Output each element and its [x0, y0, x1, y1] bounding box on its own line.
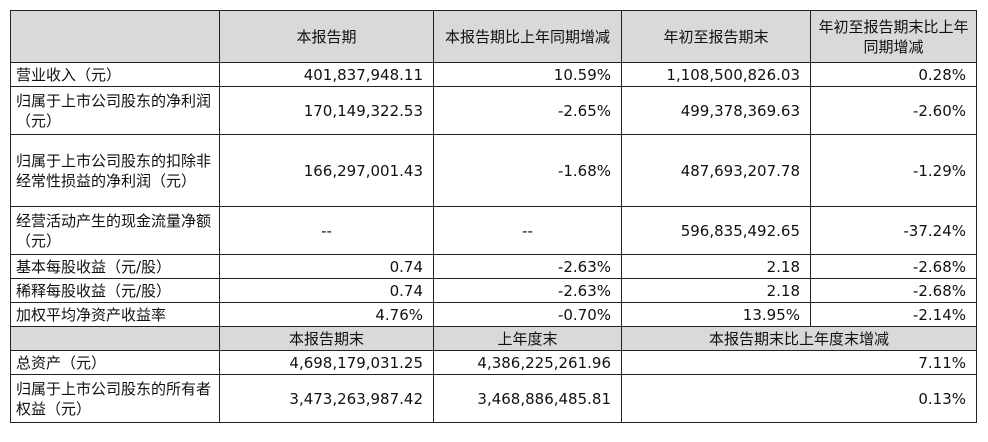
- cell-value: 0.74: [219, 278, 434, 303]
- row-label: 稀释每股收益（元/股）: [10, 278, 220, 303]
- cell-value: 0.28%: [810, 62, 977, 87]
- row-label: 经营活动产生的现金流量净额（元）: [10, 206, 220, 255]
- cell-value: 170,149,322.53: [219, 86, 434, 135]
- cell-value: 487,693,207.78: [621, 134, 811, 207]
- table-subheader-row: 本报告期末 上年度末 本报告期末比上年度末增减: [10, 326, 977, 351]
- cell-value: 2.18: [621, 254, 811, 279]
- cell-value: 1,108,500,826.03: [621, 62, 811, 87]
- cell-value: 3,473,263,987.42: [219, 374, 434, 423]
- row-label: 归属于上市公司股东的所有者权益（元）: [10, 374, 220, 423]
- cell-value: 10.59%: [433, 62, 622, 87]
- cell-value: -37.24%: [810, 206, 977, 255]
- cell-value: -2.63%: [433, 278, 622, 303]
- header-current-period-yoy: 本报告期比上年同期增减: [433, 10, 622, 63]
- header-blank-cell: [10, 10, 220, 63]
- cell-value: -1.68%: [433, 134, 622, 207]
- cell-value: 499,378,369.63: [621, 86, 811, 135]
- row-label: 营业收入（元）: [10, 62, 220, 87]
- cell-value: -0.70%: [433, 302, 622, 327]
- header-ytd: 年初至报告期末: [621, 10, 811, 63]
- cell-value: --: [433, 206, 622, 255]
- cell-value: -2.65%: [433, 86, 622, 135]
- cell-value: 4,386,225,261.96: [433, 350, 622, 375]
- cell-value: 0.74: [219, 254, 434, 279]
- cell-value: 4.76%: [219, 302, 434, 327]
- cell-value: 0.13%: [621, 374, 977, 423]
- cell-value: 4,698,179,031.25: [219, 350, 434, 375]
- cell-value: 3,468,886,485.81: [433, 374, 622, 423]
- cell-value: 7.11%: [621, 350, 977, 375]
- table-row: 基本每股收益（元/股） 0.74 -2.63% 2.18 -2.68%: [10, 254, 977, 279]
- cell-value: 401,837,948.11: [219, 62, 434, 87]
- cell-value: 13.95%: [621, 302, 811, 327]
- cell-value: -2.63%: [433, 254, 622, 279]
- header-ytd-yoy: 年初至报告期末比上年同期增减: [810, 10, 977, 63]
- cell-value: 166,297,001.43: [219, 134, 434, 207]
- subheader-blank-cell: [10, 326, 220, 351]
- table-row: 加权平均净资产收益率 4.76% -0.70% 13.95% -2.14%: [10, 302, 977, 327]
- cell-value: -2.68%: [810, 254, 977, 279]
- table-row: 归属于上市公司股东的扣除非经常性损益的净利润（元） 166,297,001.43…: [10, 134, 977, 207]
- cell-value: 2.18: [621, 278, 811, 303]
- row-label: 总资产（元）: [10, 350, 220, 375]
- row-label: 归属于上市公司股东的扣除非经常性损益的净利润（元）: [10, 134, 220, 207]
- cell-value: -2.68%: [810, 278, 977, 303]
- subheader-prior-year-end: 上年度末: [433, 326, 622, 351]
- table-row: 归属于上市公司股东的净利润（元） 170,149,322.53 -2.65% 4…: [10, 86, 977, 135]
- financial-summary-table: 本报告期 本报告期比上年同期增减 年初至报告期末 年初至报告期末比上年同期增减 …: [10, 10, 977, 423]
- cell-value: -1.29%: [810, 134, 977, 207]
- table-row: 稀释每股收益（元/股） 0.74 -2.63% 2.18 -2.68%: [10, 278, 977, 303]
- table-row: 营业收入（元） 401,837,948.11 10.59% 1,108,500,…: [10, 62, 977, 87]
- table-row: 总资产（元） 4,698,179,031.25 4,386,225,261.96…: [10, 350, 977, 375]
- row-label: 加权平均净资产收益率: [10, 302, 220, 327]
- table-header-row: 本报告期 本报告期比上年同期增减 年初至报告期末 年初至报告期末比上年同期增减: [10, 10, 977, 63]
- subheader-change: 本报告期末比上年度末增减: [621, 326, 977, 351]
- cell-value: -2.60%: [810, 86, 977, 135]
- table-row: 经营活动产生的现金流量净额（元） -- -- 596,835,492.65 -3…: [10, 206, 977, 255]
- table-row: 归属于上市公司股东的所有者权益（元） 3,473,263,987.42 3,46…: [10, 374, 977, 423]
- cell-value: 596,835,492.65: [621, 206, 811, 255]
- row-label: 基本每股收益（元/股）: [10, 254, 220, 279]
- subheader-period-end: 本报告期末: [219, 326, 434, 351]
- row-label: 归属于上市公司股东的净利润（元）: [10, 86, 220, 135]
- header-current-period: 本报告期: [219, 10, 434, 63]
- cell-value: -2.14%: [810, 302, 977, 327]
- cell-value: --: [219, 206, 434, 255]
